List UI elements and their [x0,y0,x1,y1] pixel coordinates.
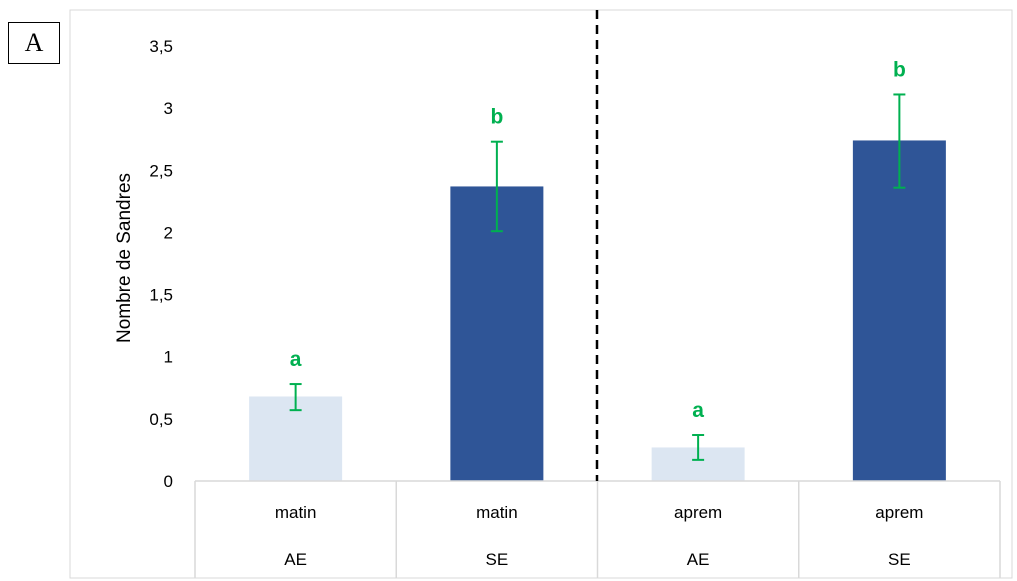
y-tick-label: 1 [164,348,173,367]
x-tick-label-period: matin [275,503,317,522]
significance-letter: a [692,399,704,422]
error-bar [289,383,302,412]
significance-letters: a b a b [290,58,906,422]
x-tick-label-group: AE [687,550,710,569]
y-tick-label: 2 [164,223,173,242]
significance-letter: b [893,58,906,81]
y-tick-label: 0 [164,472,173,491]
bar [450,186,544,481]
error-bar [692,434,705,461]
x-tick-label-group: AE [284,550,307,569]
bars [249,140,946,481]
y-tick-label: 0,5 [149,410,173,429]
y-axis-label: Nombre de Sandres [114,173,135,343]
error-bars [289,93,906,461]
x-tick-label-period: aprem [674,503,722,522]
x-tick-label-group: SE [486,550,509,569]
significance-letter: a [290,348,302,371]
y-tick-label: 2,5 [149,161,173,180]
x-tick-label-period: aprem [875,503,923,522]
y-tick-label: 1,5 [149,286,173,305]
y-axis-ticks: 0 0,5 1 1,5 2 2,5 3 3,5 [149,37,173,491]
error-bar [893,93,906,189]
error-bar [490,140,503,233]
x-tick-label-group: SE [888,550,911,569]
y-tick-label: 3 [164,99,173,118]
y-tick-label: 3,5 [149,37,173,56]
significance-letter: b [490,106,503,129]
bar [852,140,946,481]
x-tick-label-period: matin [476,503,518,522]
plot-area-border [69,9,1013,579]
panel-label: A [8,22,60,64]
x-axis: matin AE matin SE aprem AE aprem SE [194,480,1001,578]
